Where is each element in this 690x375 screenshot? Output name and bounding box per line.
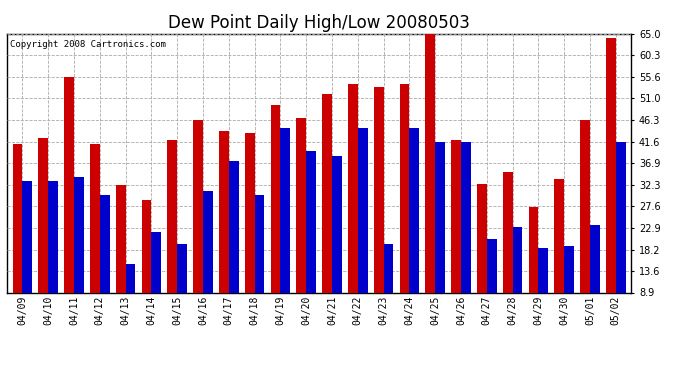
Bar	[90, 144, 100, 292]
Bar	[141, 200, 151, 292]
Bar	[280, 128, 290, 292]
Bar	[193, 120, 203, 292]
Bar	[477, 184, 487, 292]
Bar	[116, 184, 126, 292]
Bar	[580, 120, 590, 292]
Bar	[564, 246, 574, 292]
Bar	[177, 244, 187, 292]
Bar	[538, 248, 549, 292]
Bar	[400, 84, 409, 292]
Bar	[616, 142, 626, 292]
Bar	[384, 244, 393, 292]
Bar	[358, 128, 368, 292]
Bar	[255, 195, 264, 292]
Bar	[203, 190, 213, 292]
Text: Copyright 2008 Cartronics.com: Copyright 2008 Cartronics.com	[10, 40, 166, 49]
Bar	[126, 264, 135, 292]
Bar	[245, 133, 255, 292]
Bar	[348, 84, 358, 292]
Bar	[513, 228, 522, 292]
Bar	[461, 142, 471, 292]
Bar	[590, 225, 600, 292]
Bar	[529, 207, 538, 292]
Bar	[306, 152, 316, 292]
Bar	[39, 138, 48, 292]
Bar	[48, 182, 58, 292]
Bar	[435, 142, 445, 292]
Bar	[229, 160, 239, 292]
Bar	[503, 172, 513, 292]
Bar	[487, 239, 497, 292]
Bar	[322, 94, 332, 292]
Bar	[168, 140, 177, 292]
Bar	[64, 77, 74, 292]
Title: Dew Point Daily High/Low 20080503: Dew Point Daily High/Low 20080503	[168, 14, 470, 32]
Bar	[151, 232, 161, 292]
Bar	[426, 34, 435, 292]
Bar	[297, 118, 306, 292]
Bar	[606, 38, 616, 292]
Bar	[74, 177, 83, 292]
Bar	[332, 156, 342, 292]
Bar	[374, 87, 384, 292]
Bar	[270, 105, 280, 292]
Bar	[451, 140, 461, 292]
Bar	[22, 182, 32, 292]
Bar	[219, 130, 229, 292]
Bar	[555, 179, 564, 292]
Bar	[12, 144, 22, 292]
Bar	[409, 128, 420, 292]
Bar	[100, 195, 110, 292]
